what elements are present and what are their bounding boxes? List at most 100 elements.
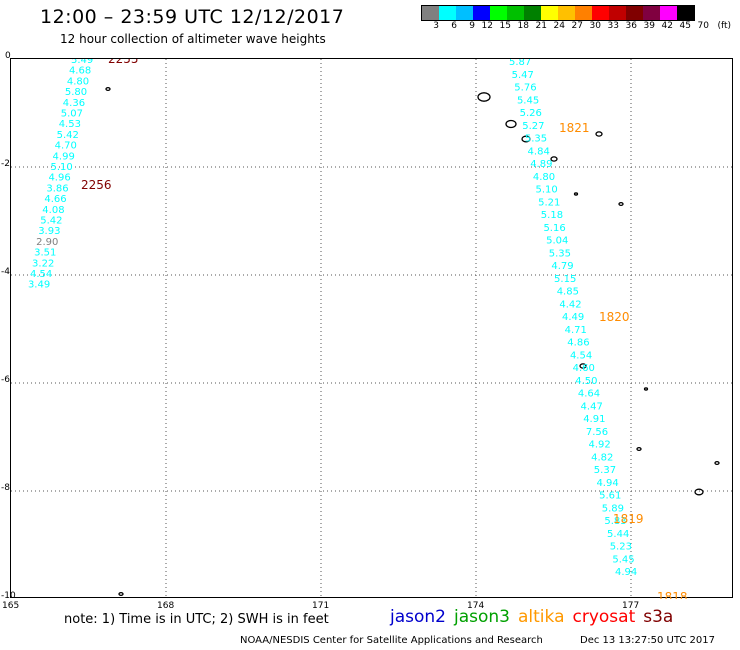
x-axis-tick-label: 165: [2, 601, 20, 611]
wave-height-value: 5.23: [610, 542, 632, 553]
legend-swatch: [439, 6, 456, 20]
wave-height-value: 5.10: [536, 185, 558, 196]
legend-label: 45: [679, 21, 691, 31]
time-label: 1819: [613, 512, 644, 526]
legend-swatch: [473, 6, 490, 20]
mission-label-altika: altika: [518, 607, 565, 627]
wave-height-value: 5.26: [520, 108, 542, 119]
legend-label: 36: [625, 21, 637, 31]
island-outline: [118, 591, 124, 597]
wave-height-value: 5.76: [514, 83, 536, 94]
wave-height-value: 5.42: [40, 216, 62, 227]
wave-height-value: 4.68: [69, 66, 91, 77]
legend-swatch: [677, 6, 694, 20]
wave-height-value: 4.84: [528, 146, 550, 157]
wave-height-value: 5.44: [607, 529, 629, 540]
time-label: 1821: [559, 121, 590, 135]
wave-height-value: 5.18: [541, 210, 563, 221]
wave-height-value: 5.04: [546, 236, 568, 247]
x-axis-tick-label: 168: [157, 601, 175, 611]
wave-height-value: 4.42: [559, 299, 581, 310]
wave-height-value: 5.16: [543, 223, 565, 234]
legend-label: 12: [481, 21, 493, 31]
wave-height-value: 5.35: [525, 134, 547, 145]
wave-height-value: 4.54: [570, 350, 592, 361]
wave-height-value: 5.27: [522, 121, 544, 132]
wave-height-value: 4.79: [551, 261, 573, 272]
map-subtitle: 12 hour collection of altimeter wave hei…: [60, 32, 326, 46]
legend-label: 18: [517, 21, 529, 31]
wave-height-value: 4.86: [567, 338, 589, 349]
wave-height-value: 5.35: [549, 248, 571, 259]
mission-label-jason2: jason2: [390, 607, 446, 627]
wave-height-value: 4.71: [565, 325, 587, 336]
legend-label: 24: [553, 21, 565, 31]
wave-height-value: 4.66: [44, 194, 66, 205]
wave-height-value: 4.53: [59, 119, 81, 130]
island-outline: [521, 135, 531, 143]
legend-swatch: [643, 6, 660, 20]
legend-swatch: [490, 6, 507, 20]
legend-swatch: [422, 6, 439, 20]
wave-height-value: 4.82: [591, 452, 613, 463]
wave-height-value: 5.15: [554, 274, 576, 285]
legend-label: 3: [433, 21, 439, 31]
wave-height-value: 5.07: [61, 109, 83, 120]
legend-swatch: [524, 6, 541, 20]
wave-height-value: 4.96: [48, 173, 70, 184]
time-label: 1820: [599, 310, 630, 324]
legend-swatch: [456, 6, 473, 20]
legend-swatch: [592, 6, 609, 20]
legend-unit: (ft): [717, 21, 731, 31]
y-axis-tick-label: -10: [1, 591, 16, 601]
mission-label-cryosat: cryosat: [572, 607, 636, 627]
wave-height-value: 3.22: [32, 258, 54, 269]
island-outline: [643, 387, 649, 391]
legend-swatch: [660, 6, 677, 20]
wave-height-value: 5.89: [602, 503, 624, 514]
island-outline: [636, 446, 642, 452]
x-axis-tick-label: 174: [467, 601, 485, 611]
x-axis-tick-label: 177: [622, 601, 640, 611]
wave-height-value: 5.80: [65, 87, 87, 98]
wave-height-value: 3.86: [46, 183, 68, 194]
wave-height-value: 4.94: [596, 478, 618, 489]
y-axis-tick-label: -4: [1, 267, 10, 277]
y-axis-tick-label: -6: [1, 375, 10, 385]
wave-height-value: 4.49: [562, 312, 584, 323]
color-legend-bar: [421, 5, 695, 21]
wave-height-value: 5.83: [604, 516, 626, 527]
wave-height-value: 5.21: [538, 197, 560, 208]
legend-label: 42: [661, 21, 673, 31]
time-label: 2255: [108, 59, 139, 66]
legend-swatch: [507, 6, 524, 20]
map-canvas: 5.494.684.805.804.365.074.535.424.704.99…: [11, 59, 734, 599]
wave-height-value: 4.70: [55, 141, 77, 152]
wave-height-value: 5.45: [517, 95, 539, 106]
credit-text: NOAA/NESDIS Center for Satellite Applica…: [240, 635, 543, 646]
legend-label: 15: [499, 21, 511, 31]
wave-height-value: 4.99: [53, 151, 75, 162]
island-outline: [579, 363, 587, 369]
wave-height-value: 4.91: [583, 414, 605, 425]
legend-label: 21: [535, 21, 547, 31]
legend-swatch: [575, 6, 592, 20]
mission-label-jason3: jason3: [454, 607, 510, 627]
island-outline: [694, 488, 704, 496]
wave-height-value: 4.80: [67, 76, 89, 87]
legend-label: 6: [451, 21, 457, 31]
wave-height-value: 5.37: [594, 465, 616, 476]
wave-height-value: 4.64: [578, 389, 600, 400]
wave-height-value: 4.80: [533, 172, 555, 183]
wave-height-value: 4.36: [63, 98, 85, 109]
wave-height-value: 4.94: [615, 567, 637, 578]
legend-label: 70: [697, 21, 709, 31]
island-outline: [573, 192, 579, 196]
legend-label: 33: [607, 21, 619, 31]
note-text: note: 1) Time is in UTC; 2) SWH is in fe…: [64, 612, 329, 627]
wave-height-value: 3.51: [34, 248, 56, 259]
y-axis-tick-label: -2: [1, 159, 10, 169]
time-label: 2256: [81, 178, 112, 192]
island-outline: [477, 92, 491, 102]
map-panel: 5.49 4.68 4.80 5.80 4.36 5.07 4.53 5.42 4.70 4.99…: [10, 58, 734, 599]
